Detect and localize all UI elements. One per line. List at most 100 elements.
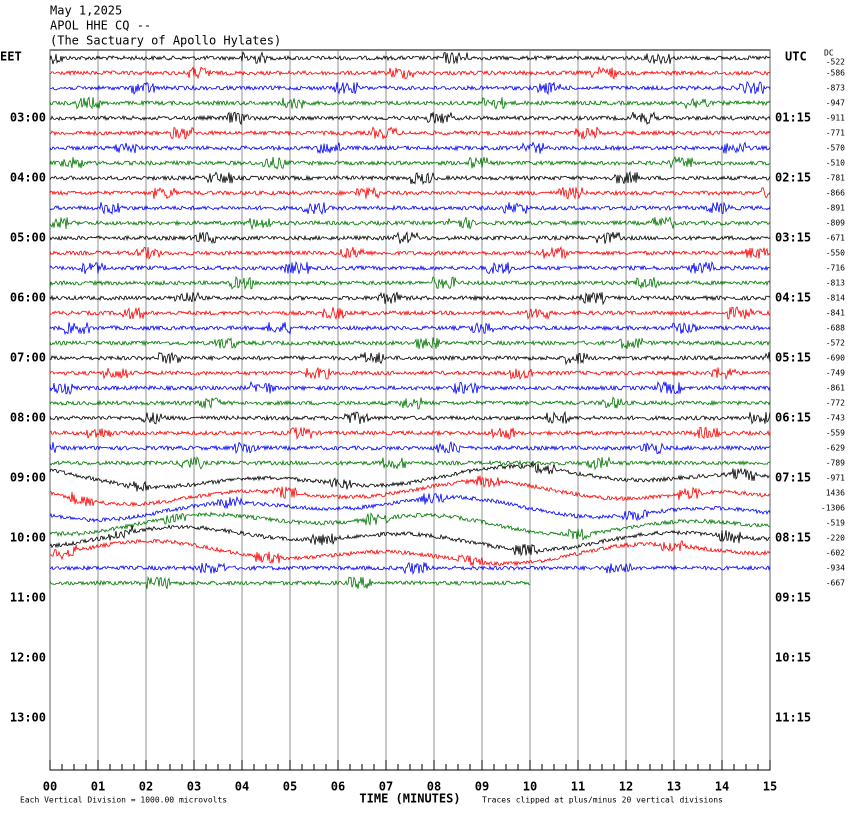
dc-value: -814 (826, 294, 845, 303)
trace (49, 51, 771, 65)
left-time-label: 10:00 (10, 531, 46, 545)
dc-value: -873 (826, 84, 845, 93)
trace (49, 81, 771, 96)
left-time-label: 04:00 (10, 171, 46, 185)
dc-value: -841 (826, 309, 845, 318)
trace (49, 155, 771, 170)
dc-value: -716 (826, 264, 845, 273)
left-time-label: 09:00 (10, 471, 46, 485)
left-time-label: 05:00 (10, 231, 46, 245)
right-time-label: 05:15 (775, 351, 811, 365)
trace (49, 524, 771, 557)
x-tick-label: 14 (715, 780, 729, 794)
dc-value: -671 (826, 234, 845, 243)
dc-value: -570 (826, 144, 845, 153)
dc-value: -809 (826, 219, 845, 228)
dc-value: -749 (826, 369, 845, 378)
dc-value: -690 (826, 354, 845, 363)
trace (49, 337, 771, 350)
right-time-label: 10:15 (775, 651, 811, 665)
dc-value: -771 (826, 129, 845, 138)
dc-value: -866 (826, 189, 845, 198)
trace (49, 367, 771, 380)
trace (49, 170, 771, 185)
x-tick-label: 09 (475, 780, 489, 794)
trace (49, 475, 771, 508)
trace (49, 561, 771, 576)
trace (49, 538, 771, 567)
right-time-label: 07:15 (775, 471, 811, 485)
dc-value: -510 (826, 159, 845, 168)
dc-value: -781 (826, 174, 845, 183)
dc-value: -629 (826, 444, 845, 453)
right-time-label: 02:15 (775, 171, 811, 185)
x-tick-label: 15 (763, 780, 777, 794)
dc-value: -1306 (821, 504, 845, 513)
trace (49, 231, 771, 245)
trace (49, 65, 771, 81)
dc-value: -519 (826, 519, 845, 528)
dc-value: -947 (826, 99, 845, 108)
left-time-label: 08:00 (10, 411, 46, 425)
dc-value: -743 (826, 414, 845, 423)
left-time-label: 12:00 (10, 651, 46, 665)
trace (49, 322, 771, 336)
x-tick-label: 01 (91, 780, 105, 794)
trace (49, 396, 771, 410)
trace (49, 96, 771, 110)
right-time-label: 11:15 (775, 711, 811, 725)
right-time-label: 08:15 (775, 531, 811, 545)
trace (49, 306, 771, 321)
x-tick-label: 12 (619, 780, 633, 794)
dc-value: -789 (826, 459, 845, 468)
trace (49, 186, 771, 200)
plot-frame (49, 49, 771, 771)
dc-value: -667 (826, 579, 845, 588)
left-time-label: 03:00 (10, 111, 46, 125)
dc-value: -602 (826, 549, 845, 558)
footer-right: Traces clipped at plus/minus 20 vertical… (482, 796, 723, 805)
dc-value: -772 (826, 399, 845, 408)
trace (49, 461, 771, 492)
trace (49, 111, 771, 126)
dc-value: -220 (826, 534, 845, 543)
dc-value: -522 (826, 58, 845, 67)
header-line: APOL HHE CQ -- (50, 19, 151, 33)
trace (49, 291, 771, 306)
left-axis-label: EET (0, 50, 22, 64)
x-tick-label: 00 (43, 780, 57, 794)
dc-value: -550 (826, 249, 845, 258)
dc-value: -891 (826, 204, 845, 213)
left-time-label: 13:00 (10, 711, 46, 725)
dc-value: -911 (826, 114, 845, 123)
trace (49, 410, 771, 425)
trace (49, 351, 771, 366)
x-tick-label: 06 (331, 780, 345, 794)
x-tick-label: 10 (523, 780, 537, 794)
trace (49, 216, 771, 231)
dc-label: DC (824, 49, 834, 58)
trace (49, 380, 771, 395)
x-tick-label: 04 (235, 780, 249, 794)
left-time-label: 11:00 (10, 591, 46, 605)
right-time-label: 01:15 (775, 111, 811, 125)
x-tick-label: 03 (187, 780, 201, 794)
dc-value: -813 (826, 279, 845, 288)
left-time-label: 06:00 (10, 291, 46, 305)
trace (49, 456, 771, 471)
x-tick-label: 05 (283, 780, 297, 794)
right-time-label: 09:15 (775, 591, 811, 605)
right-time-label: 03:15 (775, 231, 811, 245)
x-tick-label: 13 (667, 780, 681, 794)
trace (49, 493, 771, 523)
right-time-label: 06:15 (775, 411, 811, 425)
x-axis-title: TIME (MINUTES) (359, 792, 460, 806)
dc-value: -586 (826, 69, 845, 78)
x-tick-label: 11 (571, 780, 585, 794)
dc-value: -861 (826, 384, 845, 393)
trace (49, 260, 771, 275)
dc-value: -688 (826, 324, 845, 333)
trace (49, 276, 771, 291)
trace (49, 511, 771, 541)
